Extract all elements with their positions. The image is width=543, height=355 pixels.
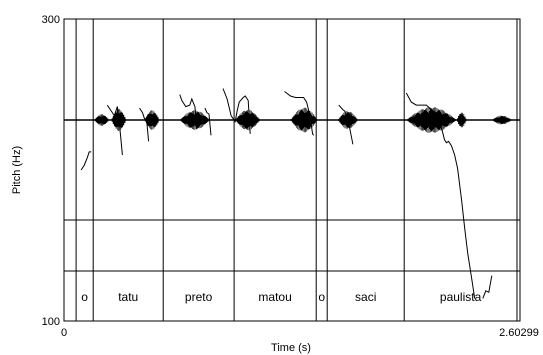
y-axis-label: Pitch (Hz) <box>11 146 23 194</box>
waveform-burst-9 <box>492 115 512 125</box>
waveform-burst-5 <box>290 107 318 133</box>
segment-label-6: paulista <box>440 290 482 304</box>
plot-frame <box>63 18 521 322</box>
waveform-burst-4 <box>235 109 261 131</box>
segment-label-3: matou <box>258 290 291 304</box>
x-tick-label-start: 0 <box>61 327 67 339</box>
pitch-contour-5 <box>222 88 251 134</box>
pitch-contour-4 <box>204 107 212 136</box>
x-axis-label: Time (s) <box>271 342 311 354</box>
x-tick-label-end: 2.60299 <box>499 327 539 339</box>
waveform <box>94 107 512 133</box>
segment-label-1: tatu <box>118 290 138 304</box>
segment-boundaries <box>75 19 518 321</box>
pitch-contour-3 <box>179 94 198 130</box>
pitch-contour-8 <box>405 92 476 299</box>
segment-label-5: saci <box>355 290 376 304</box>
segment-label-2: preto <box>185 290 213 304</box>
y-tick-label-top: 300 <box>42 14 60 26</box>
segment-label-0: o <box>81 290 88 304</box>
waveform-burst-7 <box>406 107 457 133</box>
pitch-contour-1 <box>106 104 123 155</box>
pitch-contour-0 <box>80 151 92 171</box>
pitch-contour-9 <box>482 275 493 299</box>
segment-labels: o tatu preto matou o saci paulista <box>81 290 481 304</box>
pitch-contour-2 <box>139 107 150 142</box>
waveform-burst-1 <box>111 109 127 131</box>
y-tick-label-bottom: 100 <box>42 316 60 328</box>
pitch-contours <box>80 88 493 299</box>
pitch-contour-7 <box>338 104 354 145</box>
pitch-contour-6 <box>284 91 315 136</box>
waveform-burst-8 <box>456 112 467 128</box>
waveform-burst-3 <box>180 110 211 130</box>
segment-label-4: o <box>318 290 325 304</box>
waveform-burst-0 <box>94 114 110 126</box>
waveform-burst-2 <box>144 110 160 130</box>
waveform-burst-6 <box>338 111 358 129</box>
